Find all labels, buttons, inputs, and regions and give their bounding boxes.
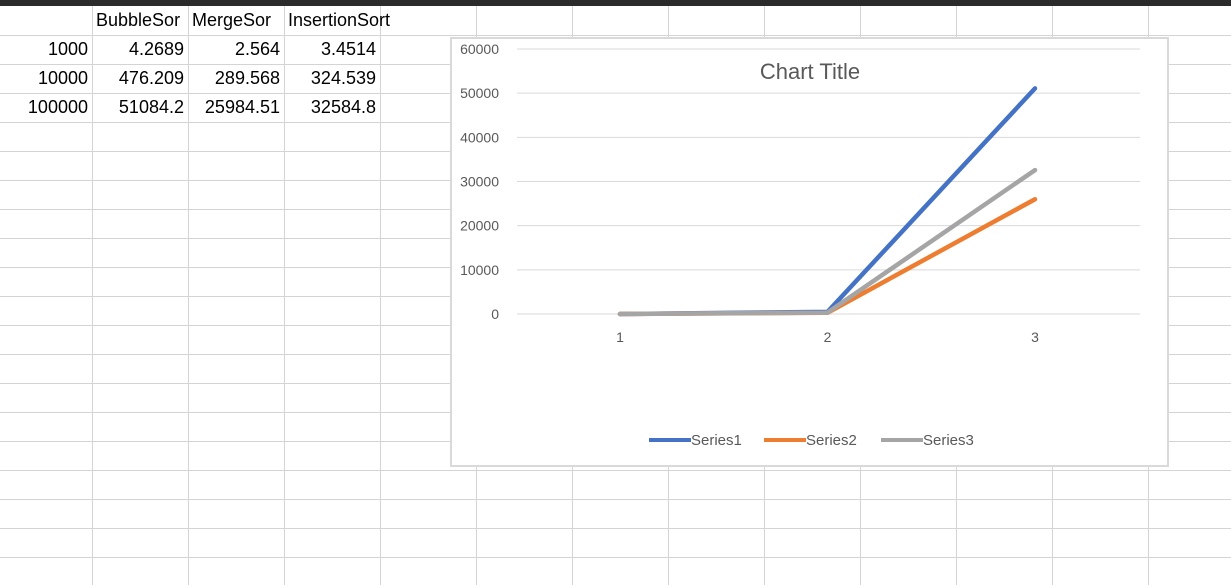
cell-insertion-10000[interactable]: 324.539 [310,68,376,88]
cell-size-1000[interactable]: 1000 [47,39,88,59]
header-cell-mergesort[interactable]: MergeSor [192,10,272,30]
y-tick-label: 40000 [460,129,499,145]
cell-insertion-1000[interactable]: 3.4514 [320,39,376,59]
cell-insertion-100000[interactable]: 32584.8 [310,97,376,117]
legend-label-series3[interactable]: Series3 [923,432,974,449]
cell-bubble-1000[interactable]: 4.2689 [128,39,184,59]
window-top-bar [0,0,1231,6]
cell-size-100000[interactable]: 100000 [27,97,88,117]
legend-label-series2[interactable]: Series2 [806,432,857,449]
x-tick-label: 2 [824,329,832,345]
chart-title[interactable]: Chart Title [760,59,860,84]
x-tick-label: 3 [1031,329,1039,345]
header-cell-bubblesort[interactable]: BubbleSor [96,10,181,30]
y-tick-label: 60000 [460,41,499,57]
cell-bubble-100000[interactable]: 51084.2 [118,97,184,117]
y-tick-label: 0 [491,306,499,322]
series-line-series1[interactable] [617,86,1038,317]
series-line-series2[interactable] [617,196,1038,317]
cell-merge-1000[interactable]: 2.564 [234,39,280,59]
y-tick-label: 10000 [460,262,499,278]
y-tick-label: 50000 [460,85,499,101]
line-chart[interactable]: Chart Title 0 10000 20000 30000 40000 50000 60… [450,37,1169,467]
y-tick-label: 20000 [460,218,499,234]
y-tick-label: 30000 [460,174,499,190]
legend-label-series1[interactable]: Series1 [691,432,742,449]
cell-bubble-10000[interactable]: 476.209 [118,68,184,88]
cell-size-10000[interactable]: 10000 [37,68,88,88]
header-cell-insertionsort[interactable]: InsertionSort [288,10,391,30]
x-tick-label: 1 [616,329,624,345]
cell-merge-100000[interactable]: 25984.51 [204,97,280,117]
series-line-series3[interactable] [617,167,1038,317]
cell-merge-10000[interactable]: 289.568 [214,68,280,88]
chart-svg: Chart Title 0 10000 20000 30000 40000 50000 60… [460,41,1140,449]
